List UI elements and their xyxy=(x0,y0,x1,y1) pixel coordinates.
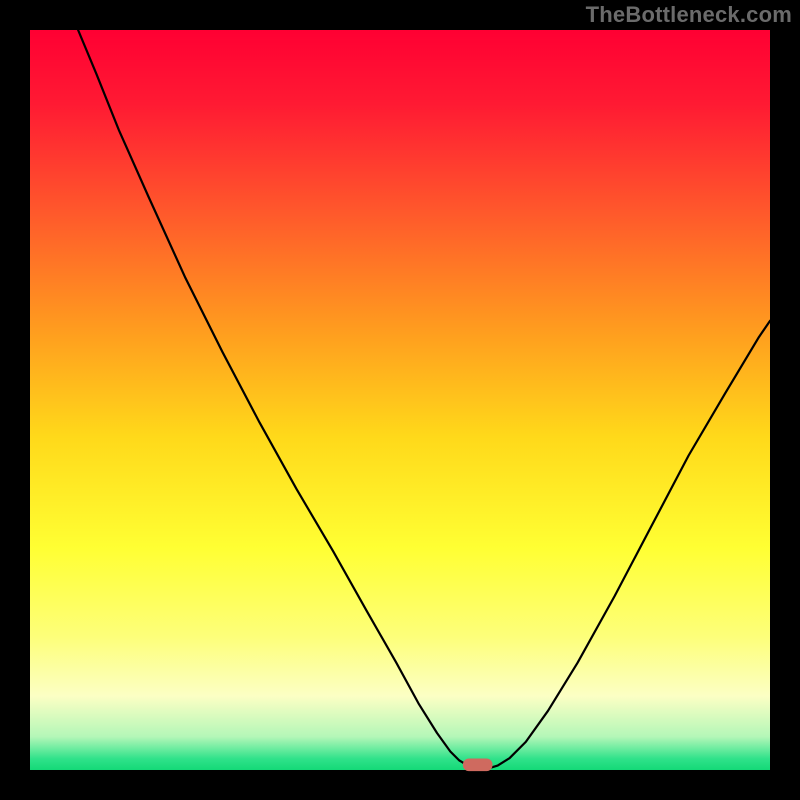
plot-background xyxy=(30,30,770,770)
watermark-text: TheBottleneck.com xyxy=(586,2,792,28)
bottleneck-chart xyxy=(0,0,800,800)
optimal-marker xyxy=(463,759,493,772)
chart-frame: TheBottleneck.com xyxy=(0,0,800,800)
